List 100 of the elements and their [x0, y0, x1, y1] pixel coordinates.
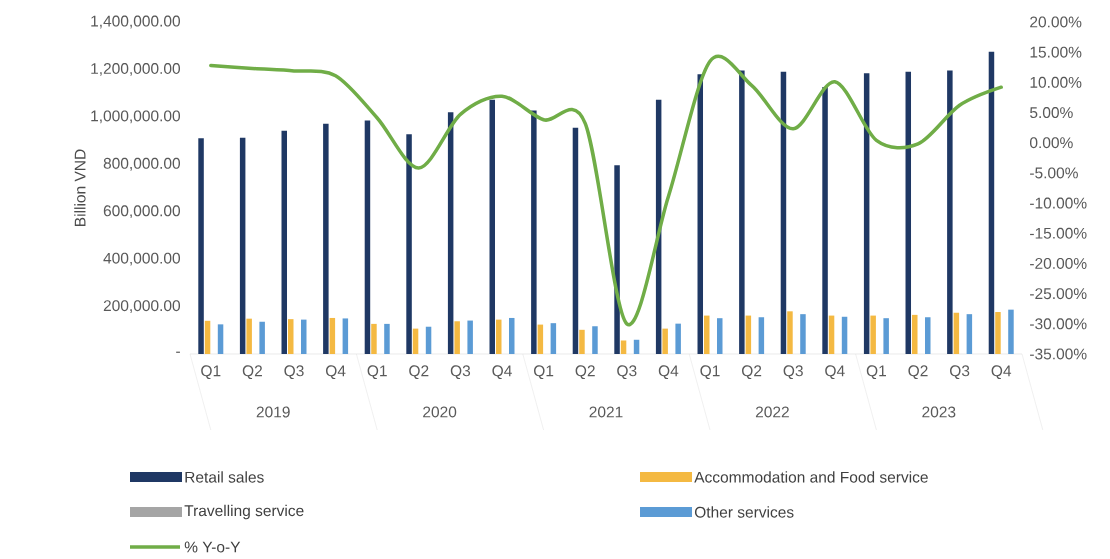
x-tick-label: Q1 — [700, 365, 720, 380]
y2-tick-label: -10.00% — [1030, 197, 1087, 209]
bar — [1008, 309, 1014, 354]
bar — [467, 320, 473, 354]
x-tick-label: Q3 — [783, 365, 803, 380]
bar — [758, 317, 765, 354]
bar — [537, 324, 544, 354]
bar — [633, 339, 640, 354]
y-tick-label: 400,000.00 — [103, 252, 181, 266]
y-tick-label: - — [176, 351, 180, 353]
x-tick-label: Q2 — [242, 365, 262, 380]
legend-label: Retail sales — [185, 471, 264, 483]
bar — [217, 324, 224, 354]
bar — [925, 317, 931, 354]
x-tick-label: Q3 — [950, 365, 970, 380]
y2-tick-label: 20.00% — [1030, 16, 1082, 28]
y2-tick-label: -5.00% — [1030, 167, 1078, 179]
bar — [592, 326, 598, 354]
bar — [281, 130, 287, 354]
y-tick-label: 1,200,000.00 — [91, 63, 181, 76]
x-tick-label: Q3 — [450, 365, 471, 380]
x-tick-label: Q1 — [367, 365, 387, 380]
bar — [198, 138, 204, 354]
legend-label: Travelling service — [184, 504, 304, 520]
bar — [579, 329, 585, 354]
bar — [239, 137, 246, 354]
bar — [905, 71, 912, 354]
x-tick-label: Q4 — [825, 365, 845, 380]
y2-tick-label: -25.00% — [1030, 288, 1087, 300]
y2-tick-label: 15.00% — [1030, 46, 1082, 58]
bar — [329, 317, 336, 354]
y-tick-label: 600,000.00 — [103, 205, 181, 219]
bar — [953, 312, 960, 354]
x-tick-label: Q2 — [575, 365, 595, 380]
bar — [259, 321, 265, 354]
x-tick-label: Q4 — [492, 365, 512, 380]
x-tick-label: Q2 — [908, 365, 928, 380]
bar — [371, 323, 377, 354]
bar — [822, 86, 828, 354]
bar — [988, 51, 995, 354]
bar — [745, 315, 752, 354]
bar — [787, 311, 793, 354]
bar — [550, 323, 557, 354]
bar — [947, 70, 953, 354]
x-tick-label: Q1 — [534, 365, 554, 380]
bar — [323, 123, 329, 354]
x-tick-label: Q4 — [658, 365, 679, 380]
bar — [800, 314, 806, 354]
bar — [620, 340, 627, 354]
text: 2021 — [589, 406, 623, 418]
bar — [489, 99, 495, 354]
bar — [841, 316, 848, 354]
legend-label: Accommodation and Food service — [694, 471, 928, 483]
bar — [425, 326, 432, 354]
x-tick-label: Q1 — [866, 365, 886, 380]
bar — [246, 318, 252, 354]
x-tick-label: Q2 — [409, 365, 429, 380]
x-tick-label: Q4 — [991, 365, 1012, 380]
bar — [675, 323, 681, 354]
y2-tick-label: -30.00% — [1030, 318, 1087, 330]
x-tick-label: Q4 — [326, 365, 346, 380]
bar — [384, 323, 390, 354]
bar — [662, 328, 668, 354]
bar — [342, 318, 349, 354]
bar — [204, 320, 211, 354]
y-tick-label: 1,400,000.00 — [91, 15, 181, 29]
y-axis-title: Billion VND — [74, 149, 86, 226]
bar — [531, 110, 537, 354]
y2-tick-label: -35.00% — [1030, 348, 1087, 360]
y2-tick-label: -15.00% — [1030, 227, 1087, 239]
text: 2020 — [423, 406, 457, 418]
text: 2023 — [922, 406, 956, 418]
bar — [912, 314, 918, 354]
bar — [496, 319, 502, 354]
bar — [406, 134, 412, 354]
x-tick-label: Q3 — [617, 365, 637, 380]
bar — [509, 317, 515, 354]
text: 2019 — [256, 406, 290, 418]
y-tick-label: 800,000.00 — [103, 157, 181, 171]
x-tick-label: Q1 — [201, 365, 221, 380]
bar — [883, 318, 889, 354]
y-tick-label: 200,000.00 — [103, 300, 181, 313]
bar — [704, 315, 710, 354]
x-tick-label: Q3 — [284, 365, 304, 380]
bar — [454, 321, 460, 354]
bar — [995, 312, 1001, 354]
y-tick-label: 1,000,000.00 — [91, 110, 181, 124]
bar — [966, 314, 973, 354]
y2-tick-label: 5.00% — [1030, 107, 1073, 119]
y2-tick-label: 0.00% — [1029, 137, 1073, 149]
bar — [828, 315, 835, 354]
text: 2022 — [755, 406, 789, 418]
bar — [301, 319, 307, 354]
bar — [572, 127, 579, 354]
bar — [614, 165, 620, 354]
bar — [717, 318, 723, 354]
legend-label: % Y-o-Y — [184, 541, 241, 553]
bar — [288, 319, 294, 354]
bar — [739, 70, 745, 354]
legend-label: Other services — [694, 506, 794, 518]
